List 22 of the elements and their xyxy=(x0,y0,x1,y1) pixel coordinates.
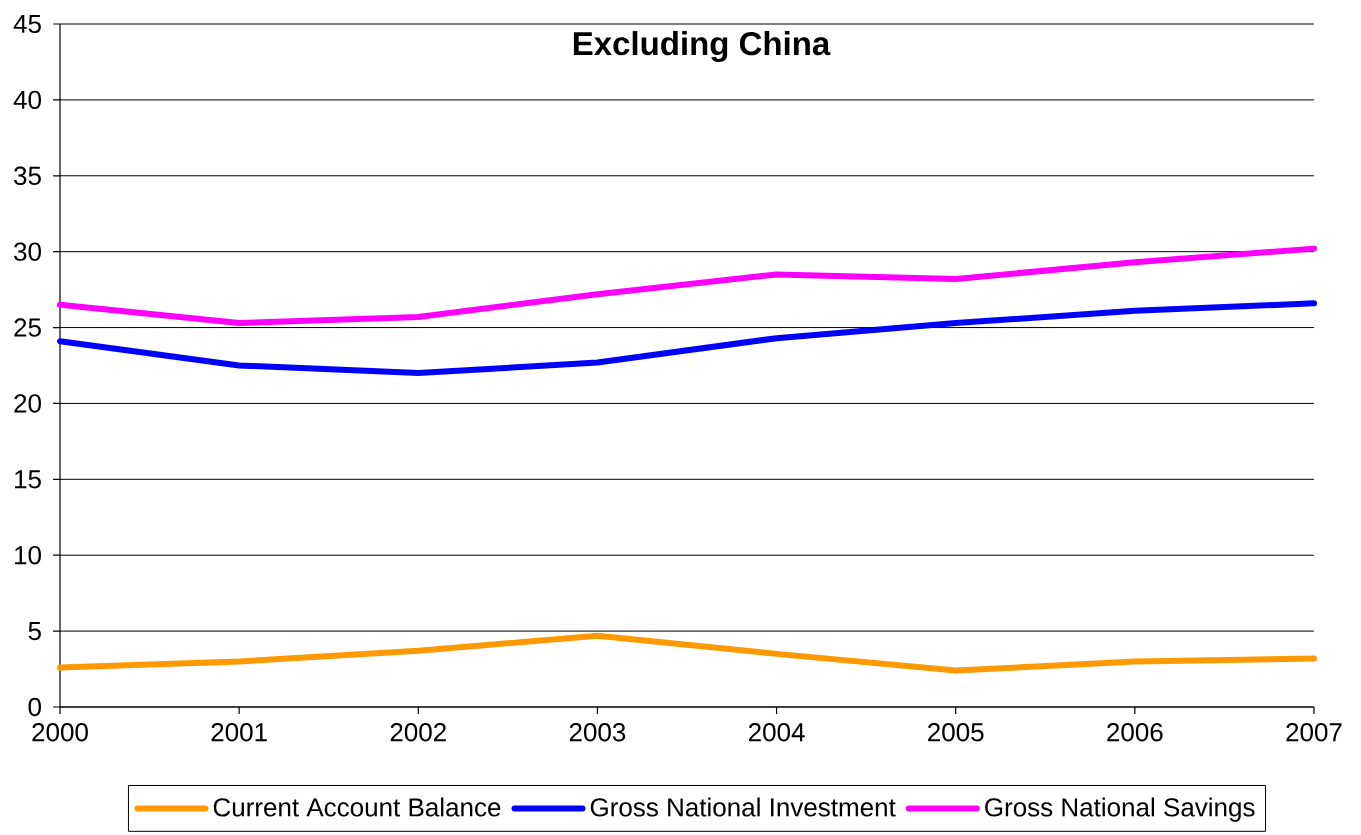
x-tick-label: 2000 xyxy=(32,723,88,742)
legend-label: Current Account Balance xyxy=(213,797,501,817)
y-tick-label: 30 xyxy=(14,242,41,261)
y-tick-label: 5 xyxy=(28,622,41,641)
x-tick-label: 2005 xyxy=(928,723,984,742)
y-tick-label: 20 xyxy=(14,394,41,413)
y-tick-label: 45 xyxy=(13,14,41,34)
legend-label: Gross National Savings xyxy=(985,797,1255,822)
x-tick-label: 2006 xyxy=(1107,723,1163,742)
x-tick-label: 2007 xyxy=(1286,723,1342,742)
y-tick-label: 15 xyxy=(15,470,41,489)
y-tick-label: 10 xyxy=(15,546,41,565)
x-tick-label: 2001 xyxy=(211,723,267,742)
y-tick-label: 0 xyxy=(28,697,41,717)
x-tick-label: 2004 xyxy=(748,723,805,742)
chart-title: Excluding China xyxy=(573,31,831,62)
legend-label: Gross National Investment xyxy=(590,797,896,817)
y-tick-label: 35 xyxy=(14,166,41,185)
x-tick-label: 2002 xyxy=(390,723,446,742)
y-tick-label: 25 xyxy=(14,318,41,337)
y-tick-label: 40 xyxy=(13,90,41,110)
x-tick-label: 2003 xyxy=(569,723,626,742)
